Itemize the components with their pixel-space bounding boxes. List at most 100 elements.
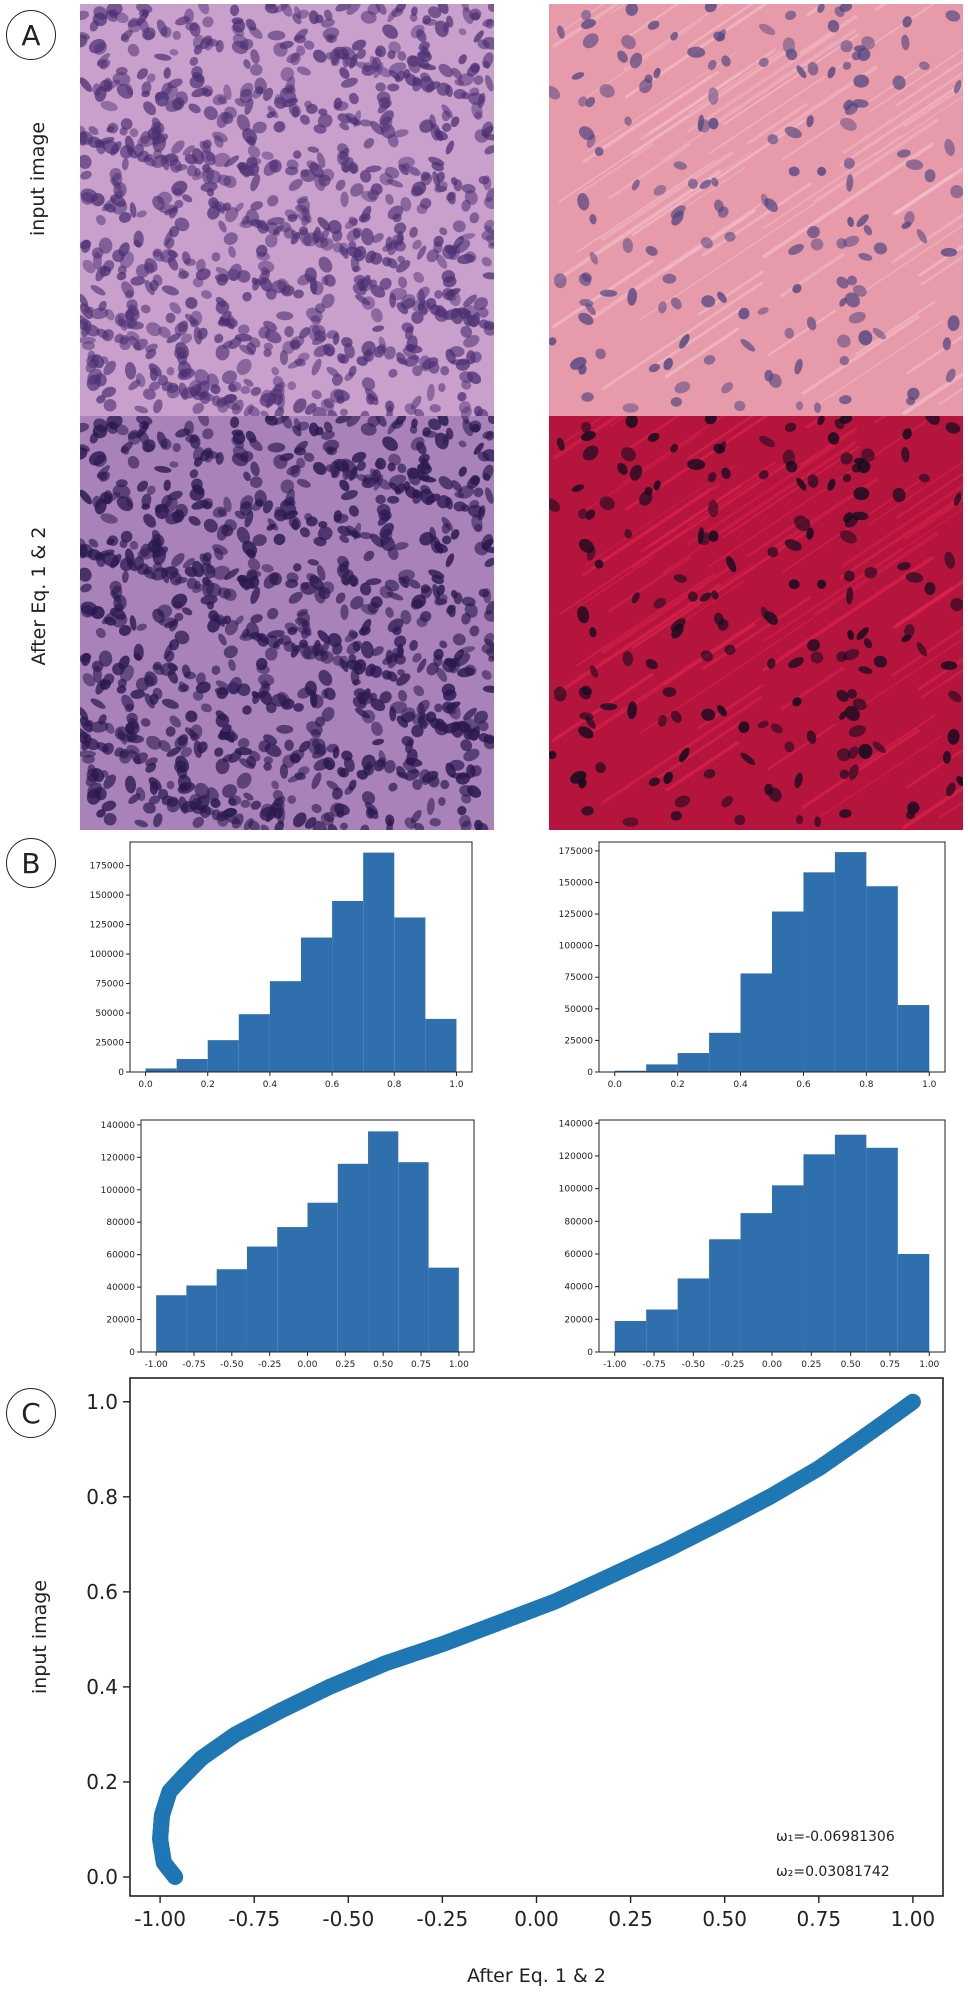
x-tick-label: -1.00: [144, 1360, 168, 1370]
scatter-transfer-curve: [152, 1393, 921, 1885]
scatter-frame: [129, 1377, 944, 1897]
x-tick-label: 0.25: [801, 1360, 821, 1370]
x-tick-label: 0.6: [796, 1080, 811, 1090]
histogram-bar: [834, 852, 867, 1072]
y-tick-label: 0.8: [86, 1485, 118, 1509]
y-tick-label: 0.0: [86, 1865, 118, 1889]
histogram-bar: [614, 1070, 647, 1072]
x-tick-label: -0.75: [228, 1907, 280, 1931]
scatter-x-axis-label: After Eq. 1 & 2: [467, 1965, 606, 1987]
tissue-image-output-right: [549, 416, 963, 830]
histogram-bar: [238, 1014, 270, 1072]
histogram-bar: [897, 1005, 930, 1072]
histogram-bar: [216, 1269, 247, 1352]
y-tick-label: 50000: [95, 1009, 124, 1019]
y-tick-label: 40000: [106, 1283, 135, 1293]
x-tick-label: 0.75: [411, 1360, 431, 1370]
x-tick-label: 0.4: [733, 1080, 748, 1090]
y-tick-label: 175000: [559, 847, 594, 857]
y-tick-label: 175000: [90, 862, 125, 872]
y-tick-label: 75000: [95, 980, 124, 990]
x-tick-label: 0.75: [797, 1907, 842, 1931]
y-tick-label: 1.0: [86, 1390, 118, 1414]
histogram-bar: [363, 852, 395, 1072]
x-tick-label: 0.2: [670, 1080, 684, 1090]
scatter-y-axis-label: input image: [29, 1580, 51, 1694]
y-tick-label: 100000: [90, 950, 125, 960]
y-tick-label: 125000: [559, 910, 594, 920]
x-tick-label: 0.4: [263, 1080, 278, 1090]
x-tick-label: 1.00: [449, 1360, 469, 1370]
x-tick-label: 0.8: [859, 1080, 874, 1090]
histogram-bar: [186, 1285, 217, 1352]
histogram-frame: [129, 841, 473, 1073]
histogram-bar: [740, 973, 772, 1072]
y-tick-label: 125000: [90, 921, 125, 931]
x-tick-label: 1.00: [891, 1907, 936, 1931]
y-tick-label: 80000: [564, 1217, 593, 1227]
annotation-omega1: ω₁=-0.06981306: [776, 1829, 895, 1845]
histogram-bar: [332, 900, 364, 1072]
y-tick-label: 0: [118, 1068, 124, 1078]
y-tick-label: 100000: [559, 1185, 594, 1195]
panel-a-letter: A: [6, 10, 56, 60]
x-tick-label: -0.25: [417, 1907, 469, 1931]
x-tick-label: 0.6: [325, 1080, 340, 1090]
x-tick-label: 1.0: [922, 1080, 937, 1090]
x-tick-label: -0.50: [322, 1907, 374, 1931]
histogram-bar: [301, 937, 333, 1072]
y-tick-label: 25000: [564, 1036, 593, 1046]
x-tick-label: -0.25: [258, 1360, 281, 1370]
x-tick-label: 0.50: [702, 1907, 747, 1931]
histogram-bar: [677, 1278, 710, 1352]
y-tick-label: 80000: [106, 1218, 135, 1228]
histogram-bar: [394, 917, 426, 1072]
annotation-omega2: ω₂=0.03081742: [776, 1864, 890, 1880]
x-tick-label: 1.0: [449, 1080, 464, 1090]
panel-c-letter: C: [6, 1388, 56, 1438]
histogram-hist_bottom_left: -1.00 -0.75 -0.50 -0.25 0.00 0.25 0.50 0.75 1.00…: [101, 1119, 475, 1370]
histogram-bar: [709, 1032, 741, 1072]
y-tick-label: 100000: [559, 942, 594, 952]
histogram-bar: [772, 1185, 804, 1352]
histogram-bar: [646, 1064, 678, 1072]
histogram-bar: [145, 1068, 177, 1072]
histogram-hist_top_right: 0.0 0.2 0.4 0.6 0.8 1.0 0 25000 50000 75000 100000…: [559, 841, 946, 1090]
y-tick-label: 60000: [564, 1250, 593, 1260]
y-tick-label: 120000: [101, 1153, 136, 1163]
y-tick-label: 0.4: [86, 1675, 118, 1699]
tissue-image-input-left: [80, 4, 494, 416]
y-tick-label: 20000: [106, 1316, 135, 1326]
y-tick-label: 25000: [95, 1039, 124, 1049]
histogram-bar: [709, 1239, 741, 1352]
histogram-bar: [866, 1147, 898, 1352]
x-tick-label: 0.0: [608, 1080, 623, 1090]
histogram-bar: [740, 1213, 772, 1352]
x-tick-label: 0.50: [373, 1360, 393, 1370]
y-tick-label: 140000: [101, 1121, 136, 1131]
histogram-bar: [428, 1267, 459, 1352]
x-tick-label: 1.00: [919, 1360, 939, 1370]
histogram-bar: [803, 872, 835, 1072]
y-tick-label: 140000: [559, 1119, 594, 1129]
histogram-bar: [156, 1295, 187, 1352]
histogram-bar: [897, 1253, 930, 1352]
y-tick-label: 40000: [564, 1283, 593, 1293]
histogram-bar: [337, 1163, 369, 1352]
panel-b-letter: B: [6, 838, 56, 888]
histogram-bar: [772, 911, 804, 1072]
x-tick-label: 0.25: [335, 1360, 355, 1370]
y-tick-label: 120000: [559, 1152, 594, 1162]
histogram-bar: [866, 886, 898, 1072]
y-tick-label: 50000: [564, 1005, 593, 1015]
x-tick-label: -0.25: [721, 1360, 744, 1370]
y-tick-label: 150000: [90, 891, 125, 901]
y-tick-label: 20000: [564, 1315, 593, 1325]
x-tick-label: 0.0: [138, 1080, 153, 1090]
histogram-frame: [598, 841, 946, 1073]
x-tick-label: -0.75: [642, 1360, 665, 1370]
y-tick-label: 0: [587, 1068, 593, 1078]
y-tick-label: 150000: [559, 878, 594, 888]
histogram-bar: [176, 1059, 208, 1072]
